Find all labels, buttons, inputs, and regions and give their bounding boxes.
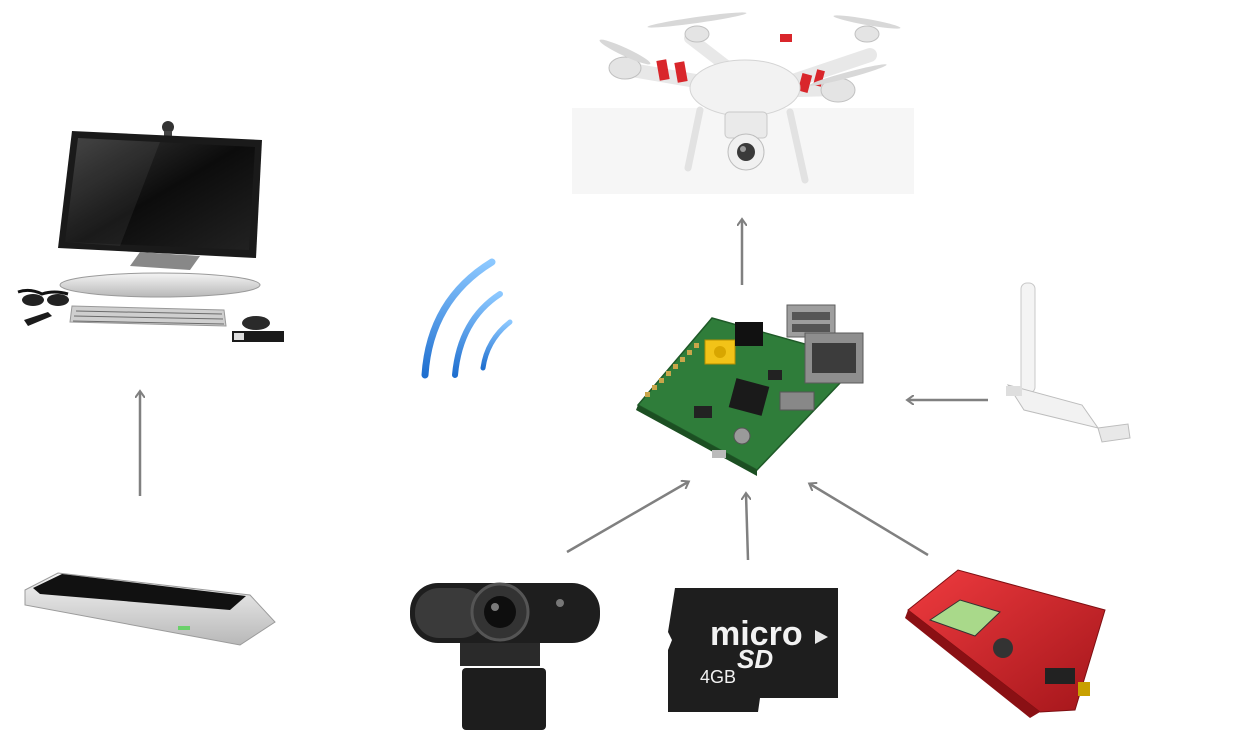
arrow-sd-to-pi (746, 494, 748, 561)
raspberry-pi-board-icon (636, 304, 864, 476)
microsd-card-node: micro SD 4GB (668, 588, 838, 712)
wifi-signal-node (421, 258, 513, 379)
desktop-computer-node (17, 121, 284, 342)
webcam-icon (410, 582, 600, 730)
quadcopter-drone-icon (599, 12, 901, 184)
power-supply-node (905, 569, 1106, 718)
drone-node (572, 12, 914, 194)
power-supply-icon (905, 569, 1106, 718)
arrow-webcam-to-pi (566, 482, 688, 554)
sd-logo-text: SD (737, 644, 773, 674)
sd-capacity: 4GB (700, 667, 736, 687)
desktop-computer-icon (17, 121, 284, 342)
webcam-node (410, 582, 600, 730)
arrow-psu-to-pi (810, 484, 929, 557)
leap-motion-controller-icon (24, 572, 276, 646)
wifi-usb-adapter-node (1006, 282, 1131, 443)
raspberry-pi-node (636, 304, 864, 476)
connectors (140, 220, 988, 561)
wifi-signal-icon (421, 258, 513, 379)
sd-micro-text: micro (710, 615, 803, 653)
microsd-card-icon: micro SD 4GB (668, 588, 838, 712)
usb-wifi-adapter-icon (1006, 282, 1131, 443)
leap-motion-node (24, 572, 276, 646)
